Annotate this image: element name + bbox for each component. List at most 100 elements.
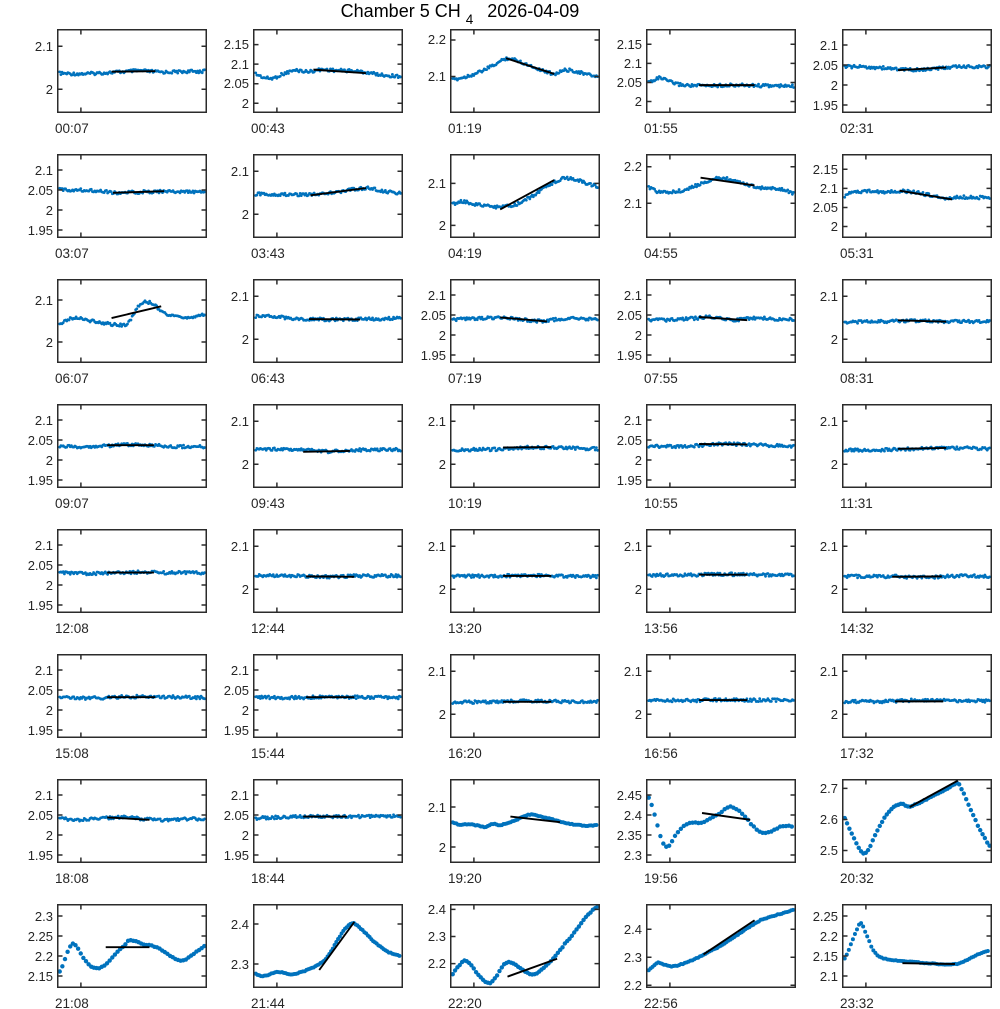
fit-line: [699, 316, 748, 322]
title-prefix: Chamber 5 CH: [340, 1, 461, 21]
y-tick-label: 2.4: [427, 901, 446, 917]
y-tick-label: 2: [45, 81, 53, 97]
axes-box: [253, 154, 403, 238]
subplot-axes: [842, 904, 992, 988]
y-tick-label: 2: [634, 581, 642, 597]
y-tick-label: 1.95: [27, 222, 53, 238]
subplot-time-label: 00:43: [251, 121, 285, 136]
subplot-time-label: 11:31: [840, 496, 873, 511]
axes-box: [57, 904, 207, 988]
subplot-axes: [646, 154, 796, 238]
subplot-axes: [842, 529, 992, 613]
subplot-13-56: 2.1 2 13:56: [624, 529, 796, 639]
y-tick-label: 2.25: [27, 928, 53, 944]
subplot-time-label: 13:20: [448, 621, 482, 636]
y-tick-label: 2: [830, 331, 838, 347]
y-tick-label: 2.1: [230, 538, 249, 554]
y-tick-label: 2.7: [819, 780, 838, 796]
subplot-time-label: 09:07: [55, 496, 89, 511]
y-tick-label: 2.1: [427, 663, 446, 679]
subplot-time-label: 19:20: [448, 871, 482, 886]
axes-box: [450, 904, 600, 988]
subplot-time-label: 12:44: [251, 621, 285, 636]
y-tick-label: 2.1: [427, 287, 446, 303]
fit-line: [510, 815, 561, 824]
subplot-axes: [842, 154, 992, 238]
subplot-03-43: 2.1 2 03:43: [231, 154, 403, 264]
subplot-21-08: 2.3 2.25 2.2 2.15 21:08: [28, 904, 207, 1009]
subplot-time-label: 05:31: [840, 246, 874, 261]
subplot-16-20: 2.1 2 16:20: [428, 654, 600, 764]
y-tick-label: 2.05: [223, 76, 249, 92]
axes-box: [253, 904, 403, 988]
y-tick-label: 2: [241, 456, 249, 472]
subplot-axes: [57, 904, 207, 988]
subplot-16-56: 2.1 2 16:56: [624, 654, 796, 764]
subplot-axes: [646, 654, 796, 738]
subplot-axes: [450, 529, 600, 613]
subplot-axes: [842, 654, 992, 738]
y-tick-label: 2.1: [623, 55, 642, 71]
subplot-axes: [57, 779, 207, 863]
y-tick-label: 2.1: [230, 662, 249, 678]
y-tick-label: 2.05: [223, 682, 249, 698]
y-tick-label: 2: [241, 581, 249, 597]
y-tick-label: 2.2: [819, 928, 838, 944]
subplot-time-label: 14:32: [840, 621, 874, 636]
y-tick-label: 1.95: [812, 97, 838, 113]
y-tick-label: 2: [438, 581, 446, 597]
subplot-time-label: 19:56: [644, 871, 678, 886]
subplot-19-20: 2.1 2 19:20: [428, 779, 600, 889]
axes-box: [842, 904, 992, 988]
y-tick-label: 2.35: [616, 827, 642, 843]
y-tick-label: 2.1: [819, 538, 838, 554]
axes-box: [57, 29, 207, 113]
subplot-07-55: 2.1 2.05 2 1.95 07:55: [617, 279, 796, 389]
subplot-15-44: 2.1 2.05 2 1.95 15:44: [224, 654, 403, 764]
y-tick-label: 2.05: [812, 57, 838, 73]
axes-box: [57, 404, 207, 488]
subplot-10-19: 2.1 2 10:19: [428, 404, 600, 514]
y-tick-label: 2.1: [230, 56, 249, 72]
subplot-axes: [57, 654, 207, 738]
y-tick-label: 2.05: [27, 807, 53, 823]
y-tick-label: 2: [830, 581, 838, 597]
y-tick-label: 2: [830, 77, 838, 93]
subplot-12-08: 2.1 2.05 2 1.95 12:08: [28, 529, 207, 639]
fit-line: [909, 779, 959, 808]
axes-box: [57, 279, 207, 363]
subplot-axes: [253, 654, 403, 738]
fit-line: [505, 57, 555, 75]
subplot-axes: [646, 29, 796, 113]
y-tick-label: 2.4: [623, 921, 642, 937]
y-tick-label: 2.1: [34, 38, 53, 54]
subplot-time-label: 10:55: [644, 496, 678, 511]
y-tick-label: 2.05: [27, 432, 53, 448]
fit-line: [500, 316, 547, 323]
subplot-time-label: 21:44: [251, 996, 285, 1009]
axes-box: [842, 154, 992, 238]
y-tick-label: 1.95: [27, 722, 53, 738]
subplot-axes: [253, 279, 403, 363]
axes-box: [842, 279, 992, 363]
y-tick-label: 2: [241, 206, 249, 222]
subplot-06-07: 2.1 2 06:07: [35, 279, 207, 389]
subplot-axes: [253, 904, 403, 988]
subplot-axes: [646, 529, 796, 613]
axes-box: [253, 404, 403, 488]
y-tick-label: 2.1: [819, 180, 838, 196]
y-tick-label: 2.1: [230, 288, 249, 304]
subplot-19-56: 2.45 2.4 2.35 2.3 19:56: [617, 779, 796, 889]
y-tick-label: 1.95: [616, 472, 642, 488]
axes-box: [646, 654, 796, 738]
y-tick-label: 2.05: [27, 557, 53, 573]
fit-line: [897, 319, 947, 323]
subplot-01-55: 2.15 2.1 2.05 2 01:55: [617, 29, 796, 139]
subplot-23-32: 2.25 2.2 2.15 2.1 23:32: [813, 904, 992, 1009]
subplot-time-label: 16:56: [644, 746, 678, 761]
fit-line: [898, 446, 947, 450]
subplot-axes: [646, 779, 796, 863]
y-tick-label: 2.5: [819, 843, 838, 859]
y-tick-label: 2.1: [34, 662, 53, 678]
axes-box: [646, 154, 796, 238]
